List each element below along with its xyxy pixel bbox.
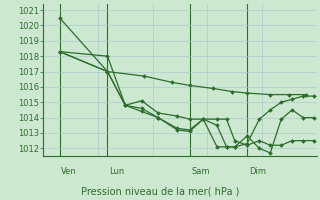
Text: Sam: Sam — [191, 167, 210, 176]
Text: Pression niveau de la mer( hPa ): Pression niveau de la mer( hPa ) — [81, 186, 239, 196]
Text: Lun: Lun — [109, 167, 124, 176]
Text: Ven: Ven — [61, 167, 77, 176]
Text: Dim: Dim — [249, 167, 266, 176]
